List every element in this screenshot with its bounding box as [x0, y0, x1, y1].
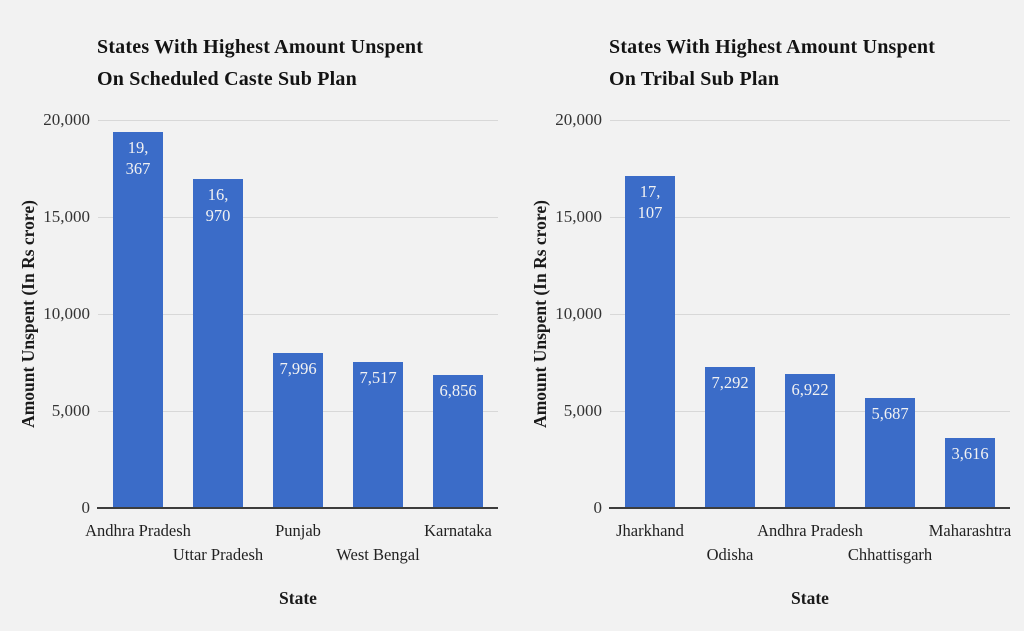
bar-value-line: 16, [207, 185, 229, 204]
chart-title-line-2: On Tribal Sub Plan [609, 68, 780, 90]
bar-value-line: 7,996 [279, 359, 317, 378]
bar-value-label: 3,616 [945, 443, 995, 464]
bar-value-line: 7,292 [711, 373, 749, 392]
bar-value-label: 5,687 [865, 403, 915, 424]
bar-value-label: 6,922 [785, 379, 835, 400]
bar-value-line: 7,517 [359, 368, 397, 387]
x-axis-title: State [791, 588, 829, 608]
chart-tribal-sub-plan: States With Highest Amount Unspent On Tr… [512, 0, 1024, 631]
bar-value-line: 17, [639, 182, 661, 201]
gridline [98, 314, 498, 315]
bar: 19, 367 [113, 132, 163, 508]
x-category-label: Chhattisgarh [847, 545, 933, 564]
bar: 6,856 [433, 375, 483, 508]
x-axis-line [97, 507, 498, 509]
plot-area: 20,000 15,000 10,000 5,000 0 17, 107 Jharkhand 7… [512, 0, 1024, 631]
x-category-label: Karnataka [424, 521, 492, 540]
bar-value-label: 16, 970 [193, 184, 243, 226]
chart-title: States With Highest Amount Unspent On Sc… [97, 31, 423, 95]
x-category-label: Maharashtra [928, 521, 1012, 540]
bar-value-line: 970 [205, 206, 231, 225]
y-tick-label: 0 [593, 498, 603, 517]
gridline [610, 314, 1010, 315]
y-tick-label: 15,000 [555, 207, 602, 226]
bar: 5,687 [865, 398, 915, 508]
y-tick-label: 15,000 [43, 207, 90, 226]
bar-value-line: 3,616 [951, 444, 989, 463]
y-tick-label: 20,000 [43, 110, 90, 129]
bar-value-label: 7,292 [705, 372, 755, 393]
x-category-label: Andhra Pradesh [85, 521, 191, 540]
bar-value-label: 6,856 [433, 380, 483, 401]
gridline [98, 217, 498, 218]
y-tick-label: 10,000 [555, 304, 602, 323]
y-tick-label: 5,000 [51, 401, 90, 420]
plot-area: 20,000 15,000 10,000 5,000 0 19, 367 Andhra Pra… [43, 110, 498, 564]
chart-scheduled-caste-sub-plan: States With Highest Amount Unspent On Sc… [18, 31, 498, 608]
chart-title-line-1: States With Highest Amount Unspent [609, 36, 936, 58]
bar-value-label: 7,996 [273, 358, 323, 379]
bar-value-line: 6,856 [439, 381, 477, 400]
chart-title: States With Highest Amount Unspent On Tr… [609, 31, 935, 95]
chart-title-line-1: States With Highest Amount Unspent [97, 36, 424, 58]
bar-value-label: 7,517 [353, 367, 403, 388]
x-category-label: Andhra Pradesh [757, 521, 863, 540]
x-axis-title: State [279, 588, 317, 608]
bar: 16, 970 [193, 179, 243, 508]
gridline [610, 120, 1010, 121]
gridline [610, 217, 1010, 218]
bar-value-line: 6,922 [791, 380, 829, 399]
x-axis-line [609, 507, 1010, 509]
bar-value-line: 107 [637, 203, 663, 222]
gridline [98, 120, 498, 121]
x-category-label: Punjab [275, 521, 321, 540]
x-category-label: West Bengal [336, 545, 420, 564]
bar: 6,922 [785, 374, 835, 508]
bar-value-label: 19, 367 [113, 137, 163, 179]
y-tick-label: 10,000 [43, 304, 90, 323]
y-tick-label: 20,000 [555, 110, 602, 129]
chart-title-line-2: On Scheduled Caste Sub Plan [97, 68, 357, 90]
bar-value-line: 5,687 [871, 404, 909, 423]
y-tick-label: 5,000 [563, 401, 602, 420]
y-tick-label: 0 [81, 498, 91, 517]
x-category-label: Uttar Pradesh [172, 545, 264, 564]
bar-value-label: 17, 107 [625, 181, 675, 223]
bar-value-line: 367 [125, 159, 151, 178]
bar: 17, 107 [625, 176, 675, 508]
bar: 3,616 [945, 438, 995, 508]
x-category-label: Jharkhand [616, 521, 684, 540]
bar: 7,996 [273, 353, 323, 508]
x-category-label: Odisha [706, 545, 754, 564]
bar-value-line: 19, [127, 138, 149, 157]
bar: 7,517 [353, 362, 403, 508]
bar: 7,292 [705, 367, 755, 508]
